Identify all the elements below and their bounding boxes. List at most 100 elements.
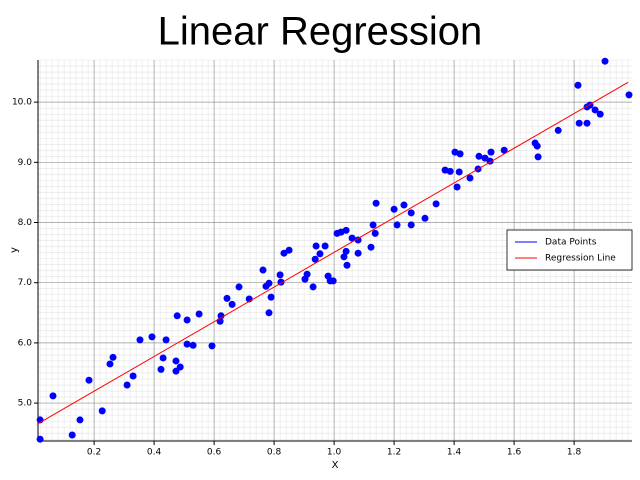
data-point: [466, 174, 474, 182]
legend-box: [506, 229, 633, 271]
data-point: [591, 106, 599, 114]
data-point: [400, 201, 408, 209]
data-point: [303, 270, 311, 278]
data-point: [407, 209, 415, 217]
data-point: [259, 266, 267, 274]
x-tick-label: 1.0: [327, 448, 342, 458]
y-tick-label: 5.0: [18, 399, 33, 409]
x-tick-label: 0.6: [207, 448, 222, 458]
data-point: [348, 234, 356, 242]
data-point: [189, 341, 197, 349]
data-point: [109, 353, 117, 361]
data-point: [316, 250, 324, 258]
legend-label: Data Points: [545, 238, 597, 248]
data-point: [223, 294, 231, 302]
data-point: [217, 312, 225, 320]
data-point: [342, 226, 350, 234]
data-point: [157, 365, 165, 373]
data-point: [574, 81, 582, 89]
data-point: [343, 261, 351, 269]
data-point: [432, 200, 440, 208]
data-point: [136, 336, 144, 344]
data-point: [625, 91, 633, 99]
data-point: [481, 154, 489, 162]
data-point: [312, 242, 320, 250]
chart-title: Linear Regression: [158, 10, 483, 54]
x-tick-label: 1.6: [507, 448, 522, 458]
data-point: [369, 221, 377, 229]
y-tick-label: 6.0: [18, 338, 33, 348]
data-point: [456, 150, 464, 158]
data-point: [76, 416, 84, 424]
data-point: [162, 336, 170, 344]
y-tick-label: 9.0: [18, 158, 33, 168]
data-point: [601, 57, 609, 65]
data-point: [195, 310, 203, 318]
data-point: [311, 255, 319, 263]
data-point: [393, 221, 401, 229]
data-point: [329, 277, 337, 285]
data-point: [554, 126, 562, 134]
data-point: [407, 221, 415, 229]
data-point: [208, 342, 216, 350]
data-point: [534, 153, 542, 161]
data-point: [129, 372, 137, 380]
data-point: [173, 312, 181, 320]
data-point: [455, 168, 463, 176]
data-point: [321, 242, 329, 250]
data-point: [148, 333, 156, 341]
data-point: [421, 214, 429, 222]
x-tick-label: 1.8: [567, 448, 582, 458]
x-axis-label: X: [332, 460, 339, 471]
x-tick-label: 1.2: [387, 448, 401, 458]
data-point: [85, 376, 93, 384]
data-point: [500, 146, 508, 154]
data-point: [172, 357, 180, 365]
data-point: [276, 271, 284, 279]
x-tick-label: 0.4: [147, 448, 162, 458]
data-point: [159, 354, 167, 362]
x-tick-label: 0.8: [267, 448, 282, 458]
legend-label: Regression Line: [545, 254, 616, 264]
data-point: [235, 283, 243, 291]
data-point: [36, 435, 44, 443]
data-point: [533, 142, 541, 150]
data-point: [228, 300, 236, 308]
data-point: [390, 205, 398, 213]
data-point: [309, 283, 317, 291]
data-point: [98, 407, 106, 415]
data-point: [267, 293, 275, 301]
data-point: [453, 183, 461, 191]
data-point: [340, 253, 348, 261]
y-tick-label: 8.0: [18, 218, 33, 228]
data-point: [123, 381, 131, 389]
y-tick-label: 10.0: [12, 98, 32, 108]
data-point: [183, 340, 191, 348]
regression-line: [36, 81, 629, 425]
y-tick-label: 7.0: [18, 278, 33, 288]
data-point: [354, 249, 362, 257]
x-tick-label: 0.2: [87, 448, 101, 458]
data-point: [487, 148, 495, 156]
data-point: [265, 309, 273, 317]
data-point: [367, 243, 375, 251]
data-point: [342, 247, 350, 255]
data-point: [371, 229, 379, 237]
data-point: [596, 110, 604, 118]
data-point: [285, 246, 293, 254]
data-point: [183, 316, 191, 324]
data-point: [106, 360, 114, 368]
data-point: [49, 392, 57, 400]
data-point: [446, 167, 454, 175]
data-point: [265, 279, 273, 287]
data-point: [280, 249, 288, 257]
data-point: [176, 363, 184, 371]
legend: Data Points Regression Line: [506, 229, 633, 271]
data-point: [68, 431, 76, 439]
data-point: [475, 152, 483, 160]
x-tick-label: 1.4: [447, 448, 462, 458]
data-point: [354, 236, 362, 244]
data-point: [575, 119, 583, 127]
data-point: [583, 119, 591, 127]
